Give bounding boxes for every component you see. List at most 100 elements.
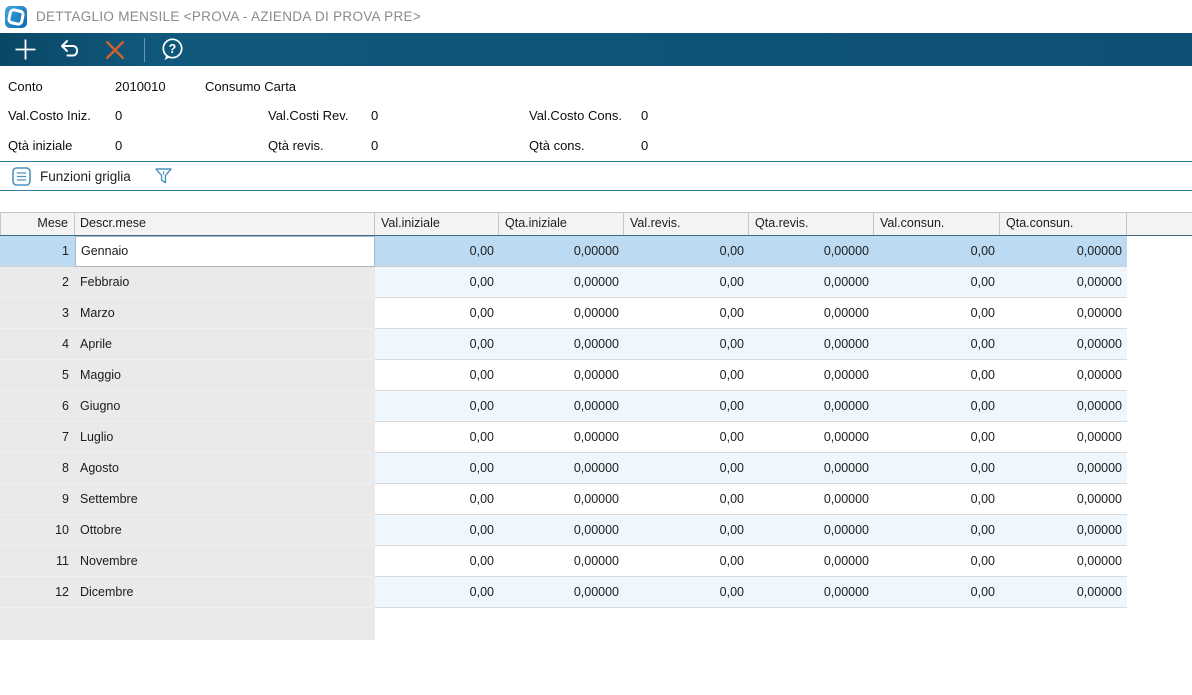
cell-val-iniziale[interactable]: 0,00: [375, 577, 499, 608]
cell-qta-iniziale[interactable]: 0,00000: [499, 515, 624, 546]
cell-val-revis[interactable]: 0,00: [624, 329, 749, 360]
column-header-mese[interactable]: Mese: [0, 212, 75, 235]
cell-mese[interactable]: 10: [0, 515, 75, 546]
cell-val-iniziale[interactable]: 0,00: [375, 267, 499, 298]
cell-qta-iniziale[interactable]: 0,00000: [499, 577, 624, 608]
column-header-val-iniziale[interactable]: Val.iniziale: [375, 212, 499, 235]
cell-descr-mese[interactable]: Aprile: [75, 329, 375, 360]
column-header-qta-consun[interactable]: Qta.consun.: [1000, 212, 1127, 235]
table-row-gennaio[interactable]: 1 Gennaio 0,00 0,00000 0,00 0,00000 0,00 0,0000…: [0, 236, 1192, 267]
cell-val-consun[interactable]: 0,00: [874, 546, 1000, 577]
cell-qta-iniziale[interactable]: 0,00000: [499, 329, 624, 360]
cell-qta-iniziale[interactable]: 0,00000: [499, 422, 624, 453]
cell-qta-revis[interactable]: 0,00000: [749, 515, 874, 546]
cell-qta-revis[interactable]: 0,00000: [749, 546, 874, 577]
undo-button[interactable]: [56, 36, 84, 64]
cell-qta-consun[interactable]: 0,00000: [1000, 453, 1127, 484]
cell-val-revis[interactable]: 0,00: [624, 391, 749, 422]
cell-qta-consun[interactable]: 0,00000: [1000, 515, 1127, 546]
cell-qta-iniziale[interactable]: 0,00000: [499, 453, 624, 484]
cell-val-consun[interactable]: 0,00: [874, 329, 1000, 360]
cell-mese[interactable]: 4: [0, 329, 75, 360]
cell-qta-iniziale[interactable]: 0,00000: [499, 360, 624, 391]
cell-val-consun[interactable]: 0,00: [874, 360, 1000, 391]
cell-descr-mese[interactable]: Giugno: [75, 391, 375, 422]
cell-qta-consun[interactable]: 0,00000: [1000, 267, 1127, 298]
cell-mese[interactable]: 5: [0, 360, 75, 391]
cell-qta-revis[interactable]: 0,00000: [749, 267, 874, 298]
cell-qta-revis[interactable]: 0,00000: [749, 422, 874, 453]
column-header-val-revis[interactable]: Val.revis.: [624, 212, 749, 235]
qta-revis-value[interactable]: 0: [371, 138, 379, 153]
cell-qta-revis[interactable]: 0,00000: [749, 360, 874, 391]
cell-qta-consun[interactable]: 0,00000: [1000, 422, 1127, 453]
cell-qta-revis[interactable]: 0,00000: [749, 236, 874, 267]
conto-value[interactable]: 2010010: [115, 79, 166, 94]
cell-qta-consun[interactable]: 0,00000: [1000, 360, 1127, 391]
column-header-val-consun[interactable]: Val.consun.: [874, 212, 1000, 235]
cell-qta-iniziale[interactable]: 0,00000: [499, 546, 624, 577]
cell-val-revis[interactable]: 0,00: [624, 422, 749, 453]
cell-descr-mese[interactable]: Luglio: [75, 422, 375, 453]
cell-qta-consun[interactable]: 0,00000: [1000, 391, 1127, 422]
cell-val-iniziale[interactable]: 0,00: [375, 298, 499, 329]
cell-qta-consun[interactable]: 0,00000: [1000, 236, 1127, 267]
cell-val-consun[interactable]: 0,00: [874, 391, 1000, 422]
cell-val-iniziale[interactable]: 0,00: [375, 360, 499, 391]
cell-descr-mese[interactable]: Agosto: [75, 453, 375, 484]
cell-qta-revis[interactable]: 0,00000: [749, 577, 874, 608]
cell-qta-iniziale[interactable]: 0,00000: [499, 236, 624, 267]
cell-val-consun[interactable]: 0,00: [874, 453, 1000, 484]
cell-val-revis[interactable]: 0,00: [624, 484, 749, 515]
cell-descr-mese[interactable]: Febbraio: [75, 267, 375, 298]
cell-qta-consun[interactable]: 0,00000: [1000, 484, 1127, 515]
cell-qta-consun[interactable]: 0,00000: [1000, 577, 1127, 608]
qta-cons-value[interactable]: 0: [641, 138, 649, 153]
cell-descr-mese[interactable]: Novembre: [75, 546, 375, 577]
cell-qta-revis[interactable]: 0,00000: [749, 453, 874, 484]
cell-qta-consun[interactable]: 0,00000: [1000, 329, 1127, 360]
cell-val-consun[interactable]: 0,00: [874, 422, 1000, 453]
table-row-settembre[interactable]: 9 Settembre 0,00 0,00000 0,00 0,00000 0,00 0,00…: [0, 484, 1192, 515]
table-row-dicembre[interactable]: 12 Dicembre 0,00 0,00000 0,00 0,00000 0,00 0,00…: [0, 577, 1192, 608]
cell-val-revis[interactable]: 0,00: [624, 298, 749, 329]
cell-mese[interactable]: 1: [0, 236, 75, 267]
cell-val-revis[interactable]: 0,00: [624, 453, 749, 484]
cell-val-revis[interactable]: 0,00: [624, 236, 749, 267]
cell-val-revis[interactable]: 0,00: [624, 577, 749, 608]
cell-val-consun[interactable]: 0,00: [874, 515, 1000, 546]
qta-iniziale-value[interactable]: 0: [115, 138, 123, 153]
cell-val-revis[interactable]: 0,00: [624, 515, 749, 546]
cell-val-iniziale[interactable]: 0,00: [375, 329, 499, 360]
table-row-agosto[interactable]: 8 Agosto 0,00 0,00000 0,00 0,00000 0,00 0,00000: [0, 453, 1192, 484]
cell-descr-mese[interactable]: Marzo: [75, 298, 375, 329]
close-button[interactable]: [101, 36, 129, 64]
column-header-qta-revis[interactable]: Qta.revis.: [749, 212, 874, 235]
cell-qta-iniziale[interactable]: 0,00000: [499, 298, 624, 329]
grid-functions-label[interactable]: Funzioni griglia: [40, 168, 131, 184]
cell-val-iniziale[interactable]: 0,00: [375, 546, 499, 577]
cell-val-consun[interactable]: 0,00: [874, 267, 1000, 298]
cell-qta-revis[interactable]: 0,00000: [749, 298, 874, 329]
table-row-luglio[interactable]: 7 Luglio 0,00 0,00000 0,00 0,00000 0,00 0,00000: [0, 422, 1192, 453]
cell-qta-revis[interactable]: 0,00000: [749, 391, 874, 422]
cell-val-iniziale[interactable]: 0,00: [375, 453, 499, 484]
cell-val-revis[interactable]: 0,00: [624, 360, 749, 391]
cell-val-consun[interactable]: 0,00: [874, 484, 1000, 515]
table-row-ottobre[interactable]: 10 Ottobre 0,00 0,00000 0,00 0,00000 0,00 0,000…: [0, 515, 1192, 546]
val-costi-rev-value[interactable]: 0: [371, 108, 379, 123]
cell-mese[interactable]: 2: [0, 267, 75, 298]
val-costo-iniz-value[interactable]: 0: [115, 108, 123, 123]
cell-qta-iniziale[interactable]: 0,00000: [499, 267, 624, 298]
cell-qta-iniziale[interactable]: 0,00000: [499, 391, 624, 422]
cell-qta-consun[interactable]: 0,00000: [1000, 298, 1127, 329]
cell-mese[interactable]: 6: [0, 391, 75, 422]
table-row-febbraio[interactable]: 2 Febbraio 0,00 0,00000 0,00 0,00000 0,00 0,000…: [0, 267, 1192, 298]
cell-mese[interactable]: 7: [0, 422, 75, 453]
grid-functions-button[interactable]: [12, 166, 31, 186]
cell-mese[interactable]: 12: [0, 577, 75, 608]
cell-descr-mese[interactable]: Settembre: [75, 484, 375, 515]
cell-qta-revis[interactable]: 0,00000: [749, 484, 874, 515]
cell-val-iniziale[interactable]: 0,00: [375, 422, 499, 453]
cell-mese[interactable]: 3: [0, 298, 75, 329]
